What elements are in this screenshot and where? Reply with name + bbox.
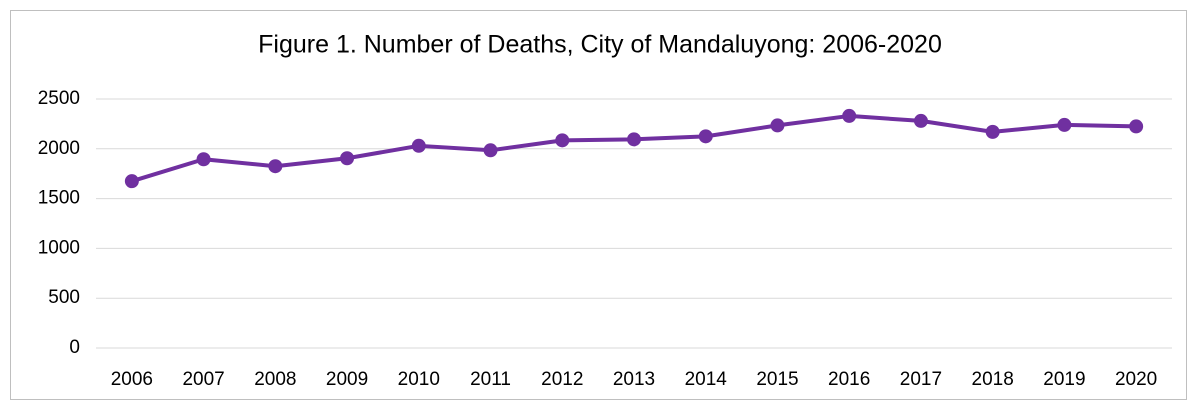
- data-point: [842, 108, 857, 123]
- y-tick-label: 2500: [38, 88, 80, 109]
- data-point: [627, 132, 641, 147]
- data-point: [770, 118, 785, 133]
- y-tick-label: 1000: [38, 237, 80, 258]
- x-tick-label: 2017: [900, 369, 942, 390]
- x-tick-label: 2012: [541, 369, 583, 390]
- data-point: [411, 138, 426, 153]
- data-point: [1129, 119, 1144, 134]
- data-point: [698, 129, 713, 144]
- x-tick-label: 2019: [1043, 369, 1085, 390]
- data-point: [483, 143, 498, 158]
- data-point: [124, 174, 139, 189]
- x-tick-label: 2007: [182, 369, 224, 390]
- x-tick-label: 2006: [111, 369, 153, 390]
- x-tick-label: 2009: [326, 369, 368, 390]
- x-tick-label: 2011: [470, 369, 511, 390]
- x-tick-label: 2020: [1115, 369, 1157, 390]
- y-tick-label: 2000: [38, 138, 80, 159]
- x-tick-label: 2013: [613, 369, 655, 390]
- x-tick-label: 2015: [756, 369, 798, 390]
- data-point: [340, 151, 355, 166]
- chart-frame: [10, 10, 1187, 400]
- x-tick-label: 2014: [685, 369, 728, 390]
- data-point: [985, 124, 1000, 139]
- y-tick-label: 1500: [38, 188, 80, 209]
- chart-title: Figure 1. Number of Deaths, City of Mand…: [258, 31, 942, 59]
- data-point: [196, 152, 211, 167]
- data-point: [268, 159, 283, 174]
- x-tick-label: 2018: [972, 369, 1014, 390]
- y-tick-label: 500: [48, 287, 80, 308]
- y-tick-label: 0: [69, 337, 80, 358]
- data-point: [913, 113, 928, 128]
- x-tick-label: 2008: [254, 369, 296, 390]
- x-tick-label: 2010: [398, 369, 440, 390]
- data-point: [555, 133, 570, 148]
- data-point: [1057, 117, 1072, 132]
- x-tick-label: 2016: [828, 369, 870, 390]
